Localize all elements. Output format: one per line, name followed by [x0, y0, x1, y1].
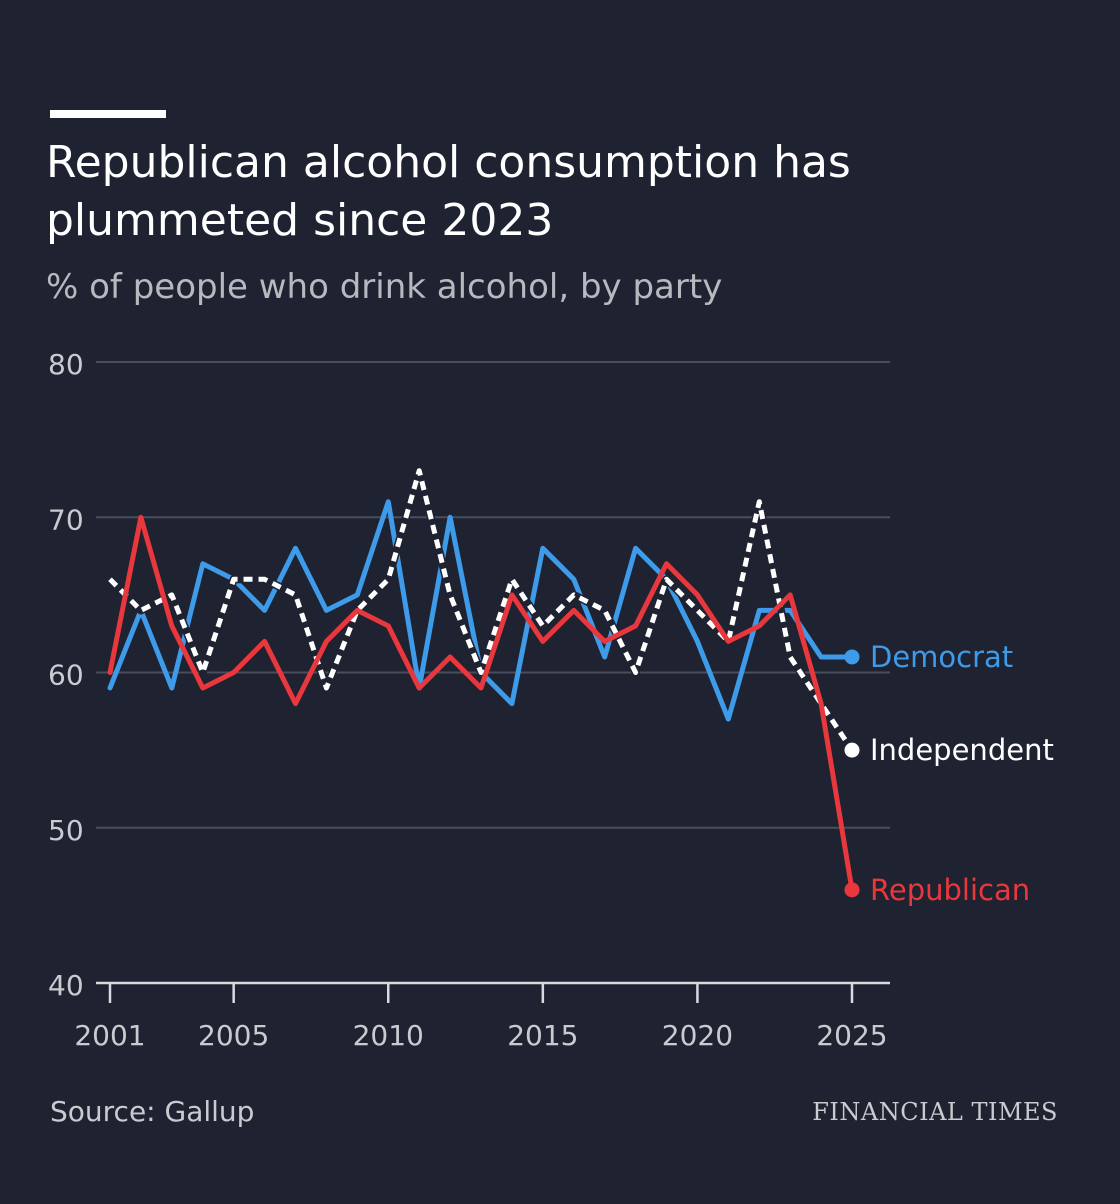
- y-tick-label-70: 70: [48, 503, 84, 536]
- x-tick-label-2001: 2001: [74, 1019, 145, 1052]
- x-tick-label-2015: 2015: [507, 1019, 578, 1052]
- y-tick-label-80: 80: [48, 348, 84, 381]
- end-point-independent: [844, 742, 860, 758]
- line-chart: 40 50 60 70 80 2001 2005 2010 2015 2020 2025 Democr…: [48, 348, 1054, 1052]
- chart-title-line1: Republican alcohol consumption has: [46, 137, 851, 188]
- series-label-independent: Independent: [870, 733, 1054, 767]
- series-line-republican: [107, 514, 855, 893]
- chart-subtitle: % of people who drink alcohol, by party: [46, 267, 723, 307]
- series-label-republican: Republican: [870, 873, 1030, 907]
- series-line-independent: [108, 468, 855, 752]
- x-tick-label-2005: 2005: [198, 1019, 269, 1052]
- chart-title: Republican alcohol consumption has plumm…: [46, 134, 1046, 250]
- end-point-republican: [844, 882, 860, 898]
- title-rule: [50, 110, 166, 118]
- series-label-democrat: Democrat: [870, 640, 1013, 674]
- x-tick-label-2010: 2010: [353, 1019, 424, 1052]
- x-tick-label-2025: 2025: [816, 1019, 887, 1052]
- end-point-democrat: [844, 649, 860, 665]
- brand-logo: FINANCIAL TIMES: [812, 1098, 1058, 1126]
- source-note: Source: Gallup: [50, 1095, 255, 1128]
- y-tick-label-40: 40: [48, 969, 84, 1002]
- x-tick-label-2020: 2020: [662, 1019, 733, 1052]
- y-tick-label-60: 60: [48, 659, 84, 692]
- y-tick-label-50: 50: [48, 814, 84, 847]
- chart-title-line2: plummeted since 2023: [46, 195, 554, 246]
